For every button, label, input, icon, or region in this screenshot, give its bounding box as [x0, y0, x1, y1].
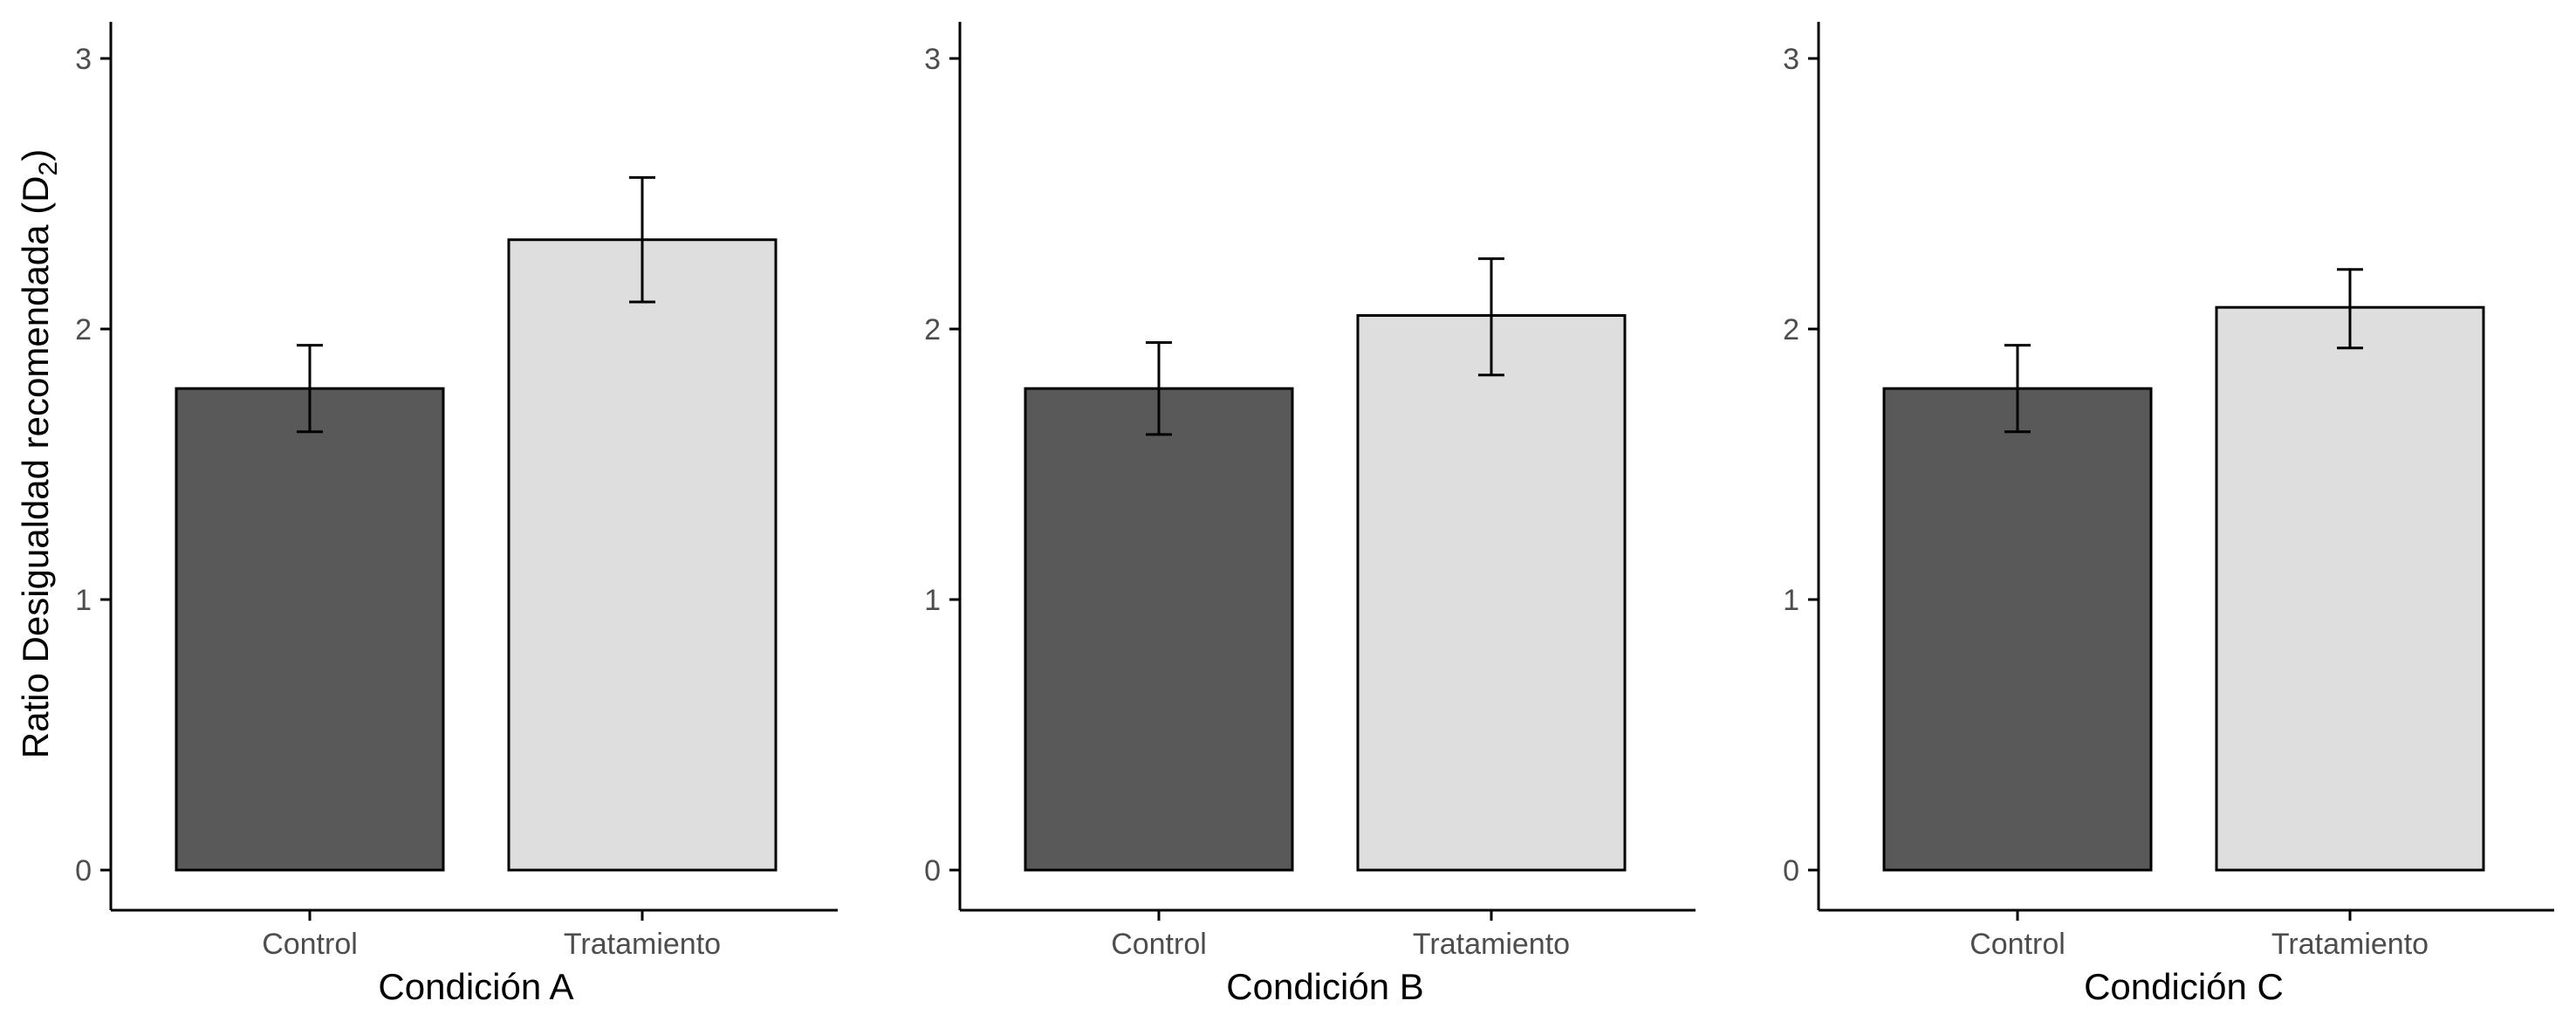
x-axis-title: Condición B — [1226, 966, 1423, 1007]
x-axis-title: Condición A — [378, 966, 573, 1007]
y-axis-title: Ratio Desigualdad recomendada (D2) — [15, 149, 63, 758]
panel-2: 0 1 2 3 Control Tratamiento Condición B — [924, 22, 1696, 1007]
bar-tratamiento — [507, 238, 778, 872]
x-tick-label: Tratamiento — [564, 928, 721, 961]
y-tick-label: 2 — [924, 313, 941, 346]
panels-layer: 0 1 2 3 Control Tratamiento Condición A 0 1 2 3 Con… — [75, 22, 2554, 1007]
y-tick-label: 1 — [1783, 584, 1799, 617]
bar-control — [175, 387, 445, 872]
panel-3: 0 1 2 3 Control Tratamiento Condición C — [1783, 22, 2554, 1007]
bar-tratamiento — [2215, 305, 2485, 872]
y-tick-label: 3 — [1783, 43, 1799, 76]
y-tick-label: 0 — [75, 854, 92, 888]
y-tick-label: 1 — [924, 584, 941, 617]
x-tick-label: Control — [1111, 928, 1207, 961]
y-tick-label: 0 — [924, 854, 941, 888]
y-axis-title-subscript: 2 — [34, 161, 63, 176]
x-tick-label: Tratamiento — [1413, 928, 1570, 961]
y-tick-label: 2 — [75, 313, 92, 346]
y-axis-title-close: ) — [15, 149, 56, 161]
x-axis-title: Condición C — [2084, 966, 2284, 1007]
bar-control — [1882, 387, 2153, 872]
bar-control — [1024, 387, 1294, 872]
x-tick-label: Control — [1970, 928, 2066, 961]
x-tick-label: Tratamiento — [2271, 928, 2429, 961]
bar-tratamiento — [1356, 314, 1627, 872]
y-tick-label: 3 — [924, 43, 941, 76]
y-tick-label: 1 — [75, 584, 92, 617]
y-tick-label: 3 — [75, 43, 92, 76]
y-tick-label: 2 — [1783, 313, 1799, 346]
x-tick-label: Control — [262, 928, 358, 961]
y-axis-title-main: Ratio Desigualdad recomendada (D — [15, 175, 56, 758]
panel-1: 0 1 2 3 Control Tratamiento Condición A — [75, 22, 838, 1007]
y-tick-label: 0 — [1783, 854, 1799, 888]
